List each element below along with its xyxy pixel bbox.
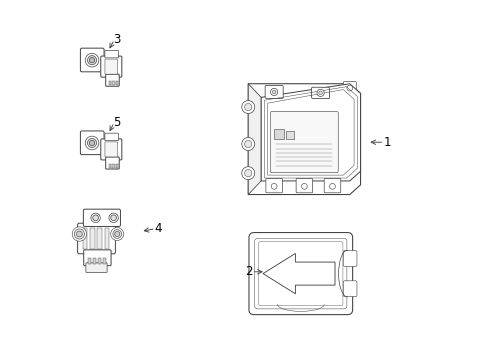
Bar [116,81,119,85]
Text: 5: 5 [114,116,121,129]
Bar [109,164,111,167]
Circle shape [74,229,84,239]
FancyBboxPatch shape [324,179,341,193]
FancyBboxPatch shape [106,157,119,169]
Polygon shape [263,253,335,294]
FancyBboxPatch shape [106,74,119,86]
FancyBboxPatch shape [83,209,121,226]
Circle shape [245,170,252,177]
FancyBboxPatch shape [266,179,282,193]
Bar [286,131,294,139]
Circle shape [88,139,97,148]
FancyBboxPatch shape [84,250,111,266]
Bar [88,258,91,264]
Bar [116,164,119,167]
Circle shape [242,138,255,150]
FancyBboxPatch shape [101,139,122,160]
FancyBboxPatch shape [296,179,313,193]
Bar [83,228,87,249]
Circle shape [72,227,87,241]
Bar [112,81,115,85]
Text: 2: 2 [245,265,252,278]
Text: 1: 1 [384,136,391,149]
Circle shape [245,103,252,111]
Circle shape [242,100,255,113]
Circle shape [91,213,100,222]
Circle shape [319,91,322,95]
FancyBboxPatch shape [105,133,119,141]
Circle shape [88,56,97,65]
Bar [93,258,96,264]
Circle shape [89,58,95,63]
Bar [98,258,100,264]
FancyBboxPatch shape [77,223,116,254]
FancyBboxPatch shape [343,82,356,95]
Bar [103,258,106,264]
Circle shape [271,184,277,189]
Circle shape [317,89,324,96]
FancyBboxPatch shape [86,263,107,273]
Circle shape [85,136,99,150]
FancyBboxPatch shape [312,87,330,98]
Circle shape [113,230,122,238]
Text: 4: 4 [155,222,162,235]
Circle shape [109,213,118,222]
FancyBboxPatch shape [270,112,338,173]
FancyBboxPatch shape [105,59,118,74]
Bar [112,164,115,167]
Circle shape [115,231,120,237]
FancyBboxPatch shape [249,233,353,315]
Circle shape [85,53,99,67]
Circle shape [111,215,117,221]
Circle shape [93,215,98,221]
Bar [98,228,102,249]
Bar [90,228,95,249]
Circle shape [330,184,335,189]
Circle shape [301,184,307,189]
Circle shape [111,228,123,240]
FancyBboxPatch shape [105,142,118,157]
Circle shape [76,231,82,237]
FancyBboxPatch shape [343,281,357,297]
Circle shape [242,167,255,180]
FancyBboxPatch shape [265,85,283,98]
Polygon shape [248,84,361,194]
Circle shape [245,140,252,148]
FancyBboxPatch shape [101,56,122,77]
Polygon shape [261,84,361,181]
Bar [104,228,109,249]
Bar [274,129,284,139]
FancyBboxPatch shape [80,131,104,155]
Bar [109,81,111,85]
FancyBboxPatch shape [343,251,357,266]
Text: 3: 3 [114,33,121,46]
FancyBboxPatch shape [80,48,104,72]
Polygon shape [248,84,261,194]
Circle shape [89,140,95,145]
Circle shape [270,88,278,95]
FancyBboxPatch shape [105,50,119,58]
Circle shape [347,85,353,91]
Circle shape [272,90,276,94]
